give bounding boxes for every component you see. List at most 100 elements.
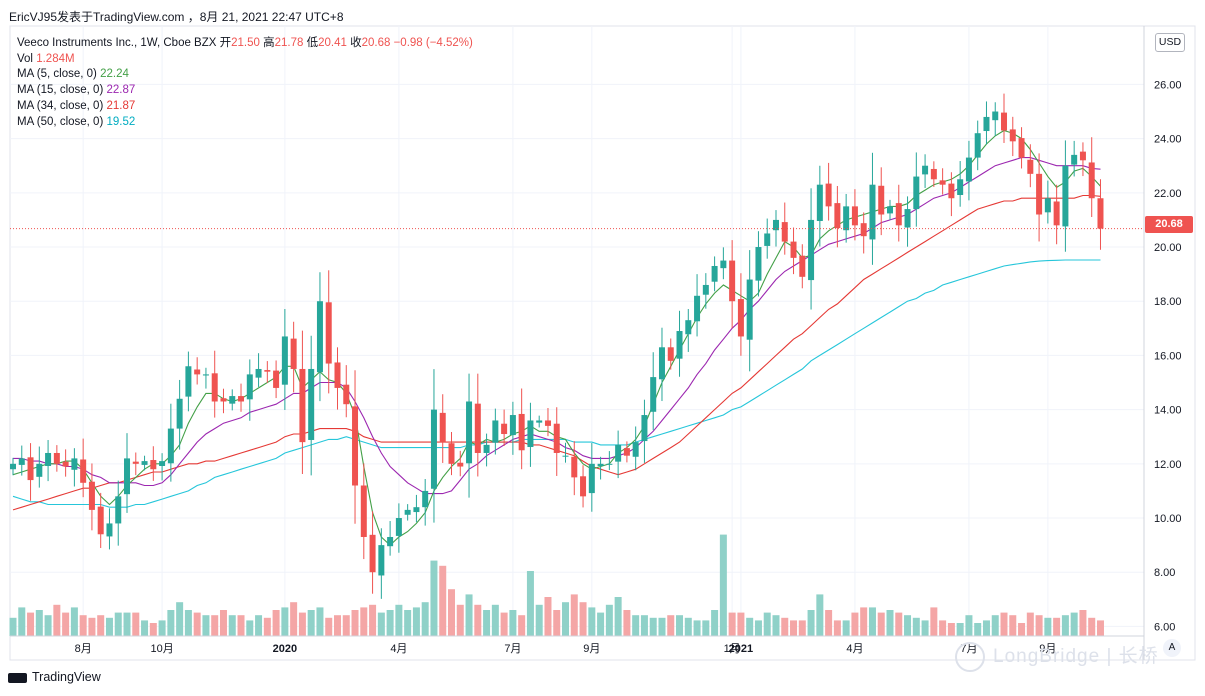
volume-bar <box>860 607 868 636</box>
x-tick-label: 4月 <box>390 643 407 655</box>
x-tick-label: 4月 <box>846 643 863 655</box>
candle-body <box>685 320 692 335</box>
ma15-row[interactable]: MA (15, close, 0) 22.87 <box>17 83 473 99</box>
candle-body <box>45 452 52 466</box>
candle-body <box>1053 201 1060 226</box>
volume-bar <box>351 610 359 636</box>
volume-bar <box>369 604 377 636</box>
candle-body <box>1027 159 1034 174</box>
ma34-label: MA (34, close, 0) <box>17 99 104 112</box>
candle-body <box>860 223 867 237</box>
volume-bar <box>930 607 938 636</box>
candle-body <box>983 116 990 132</box>
low-value: 20.41 <box>318 37 347 49</box>
volume-bar <box>149 623 157 636</box>
tradingview-footer[interactable]: TradingView <box>8 670 101 684</box>
candle-body <box>702 284 709 295</box>
y-tick-label: 10.00 <box>1154 513 1182 525</box>
candle-body <box>255 368 262 378</box>
volume-bar <box>526 571 534 636</box>
volume-bar <box>798 620 806 636</box>
volume-bar <box>754 620 762 636</box>
volume-bar <box>1000 612 1008 636</box>
volume-bar <box>877 612 885 636</box>
volume-bar <box>158 620 166 636</box>
candle-body <box>404 509 411 515</box>
volume-bar <box>193 612 201 636</box>
vol-label: Vol <box>17 52 33 65</box>
symbol-label[interactable]: Veeco Instruments Inc., 1W, Cboe BZX <box>17 37 217 49</box>
candle-body <box>369 534 376 573</box>
volume-bar <box>97 615 105 636</box>
chart-legend: Veeco Instruments Inc., 1W, Cboe BZX 开21… <box>17 36 473 130</box>
volume-bar <box>693 620 701 636</box>
ma34-row[interactable]: MA (34, close, 0) 21.87 <box>17 99 473 115</box>
ma50-row[interactable]: MA (50, close, 0) 19.52 <box>17 115 473 131</box>
volume-bar <box>658 617 666 636</box>
candle-body <box>957 179 964 195</box>
candle-body <box>299 368 306 443</box>
candle-body <box>457 462 464 467</box>
candle-body <box>18 458 25 465</box>
volume-bar <box>939 620 947 636</box>
volume-row[interactable]: Vol 1.284M <box>17 52 473 68</box>
candle-body <box>308 368 315 440</box>
candle-body <box>1036 173 1043 215</box>
x-tick-label: 7月 <box>504 643 521 655</box>
candle-body <box>922 165 929 175</box>
candle-body <box>641 415 648 442</box>
volume-bar <box>711 610 719 636</box>
candle-body <box>816 184 823 222</box>
volume-bar <box>79 615 87 636</box>
x-tick-label: 1月 <box>724 643 741 655</box>
volume-bar <box>956 623 964 636</box>
candle-body <box>448 443 455 464</box>
candle-body <box>965 157 972 182</box>
candle-body <box>71 458 78 470</box>
volume-bar <box>1079 610 1087 636</box>
candle-body <box>422 490 429 508</box>
volume-bar <box>1053 617 1061 636</box>
candle-body <box>88 481 95 510</box>
candle-body <box>80 459 87 483</box>
volume-bar <box>298 612 306 636</box>
candle-body <box>97 506 104 535</box>
candle-body <box>1001 112 1008 131</box>
candle-body <box>588 463 595 494</box>
candle-body <box>1088 162 1095 199</box>
volume-bar <box>781 617 789 636</box>
candle-body <box>202 374 209 376</box>
candle-body <box>851 206 858 226</box>
volume-bars <box>9 534 1104 636</box>
ma5-row[interactable]: MA (5, close, 0) 22.24 <box>17 67 473 83</box>
volume-bar <box>605 604 613 636</box>
volume-bar <box>465 594 473 636</box>
candle-body <box>676 331 683 359</box>
y-tick-label: 14.00 <box>1154 405 1182 417</box>
volume-bar <box>763 612 771 636</box>
volume-bar <box>44 615 52 636</box>
y-tick-label: 18.00 <box>1154 296 1182 308</box>
high-label: 高 <box>263 37 275 49</box>
currency-button[interactable]: USD <box>1155 33 1185 52</box>
candle-body <box>334 362 341 388</box>
volume-bar <box>719 534 727 636</box>
vol-value: 1.284M <box>36 52 75 65</box>
candle-body <box>597 463 604 466</box>
publisher-header: EricVJ95发表于TradingView.com ，8月 21, 2021 … <box>9 10 344 24</box>
y-tick-label: 22.00 <box>1154 188 1182 200</box>
candle-body <box>720 260 727 269</box>
chart-frame <box>9 25 1196 661</box>
candle-body <box>273 370 280 388</box>
volume-bar <box>649 617 657 636</box>
x-tick-label: 9月 <box>583 643 600 655</box>
volume-bar <box>202 615 210 636</box>
auto-scale-button[interactable]: A <box>1163 639 1181 657</box>
volume-bar <box>746 617 754 636</box>
volume-bar <box>597 612 605 636</box>
volume-bar <box>676 615 684 636</box>
candle-body <box>939 180 946 185</box>
candle-body <box>36 463 43 477</box>
candle-body <box>834 203 841 229</box>
